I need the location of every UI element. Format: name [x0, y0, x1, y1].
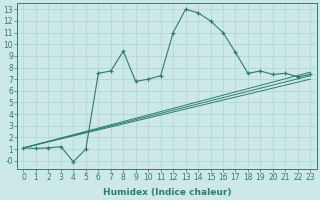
X-axis label: Humidex (Indice chaleur): Humidex (Indice chaleur): [103, 188, 231, 197]
